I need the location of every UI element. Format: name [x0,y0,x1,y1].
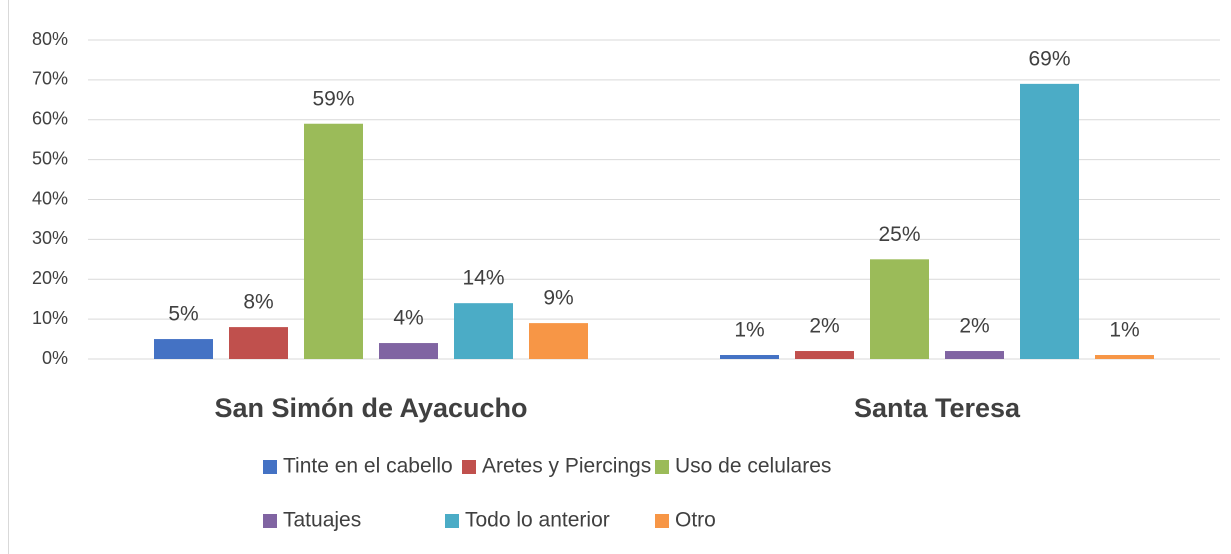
bar [795,351,854,359]
bar [720,355,779,359]
data-label: 69% [1028,47,1070,70]
data-label: 4% [393,307,423,330]
legend-swatch [655,514,669,528]
data-label: 1% [734,319,764,342]
y-tick-label: 50% [32,148,68,168]
data-label: 2% [959,315,989,338]
data-label: 1% [1109,319,1139,342]
legend-swatch [655,460,669,474]
bar [870,259,929,359]
data-label: 5% [168,303,198,326]
bar [454,303,513,359]
bar [379,343,438,359]
data-label: 9% [543,287,573,310]
y-tick-label: 20% [32,268,68,288]
legend-label: Todo lo anterior [465,509,610,532]
y-tick-label: 80% [32,29,68,49]
bar [229,327,288,359]
legend-label: Uso de celulares [675,455,831,478]
legend-swatch [263,514,277,528]
x-tick-label: Santa Teresa [854,393,1021,423]
data-label: 14% [462,267,504,290]
data-label: 25% [878,223,920,246]
y-tick-label: 70% [32,69,68,89]
legend-swatch [445,514,459,528]
legend-label: Otro [675,509,716,532]
legend-swatch [462,460,476,474]
legend-label: Aretes y Piercings [482,455,651,478]
data-label: 2% [809,315,839,338]
y-tick-label: 30% [32,228,68,248]
bar [304,123,363,359]
y-tick-label: 0% [42,348,68,368]
bar [529,323,588,359]
data-label: 8% [243,291,273,314]
legend-swatch [263,460,277,474]
x-tick-label: San Simón de Ayacucho [214,393,527,423]
legend-label: Tinte en el cabello [283,455,453,478]
data-label: 59% [312,87,354,110]
legend-label: Tatuajes [283,509,361,532]
chart-border [8,0,9,554]
y-tick-label: 60% [32,109,68,129]
y-tick-label: 40% [32,188,68,208]
y-tick-label: 10% [32,308,68,328]
bar [1095,355,1154,359]
bar [1020,83,1079,360]
bar [945,351,1004,359]
bar [154,339,213,359]
